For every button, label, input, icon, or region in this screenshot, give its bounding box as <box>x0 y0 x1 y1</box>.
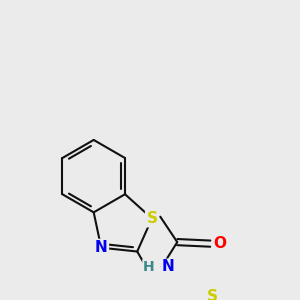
Text: N: N <box>162 259 174 274</box>
Text: O: O <box>213 236 226 251</box>
Text: S: S <box>146 211 158 226</box>
Text: S: S <box>206 289 218 300</box>
Text: N: N <box>95 240 108 255</box>
Text: H: H <box>143 260 154 274</box>
